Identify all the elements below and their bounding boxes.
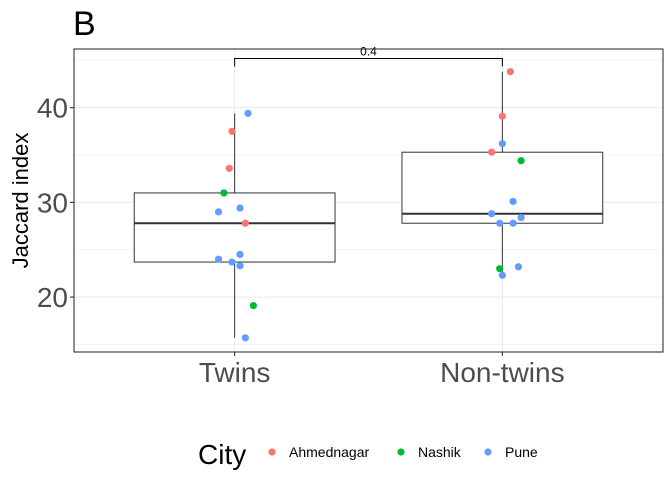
data-point [498, 140, 506, 148]
comparison-bracket: 0.4 [234, 44, 503, 67]
y-axis: 20 30 40 [37, 93, 74, 313]
comparison-label: 0.4 [360, 44, 377, 58]
plot-panel: 0.4 [73, 44, 664, 353]
legend-label: Pune [505, 444, 538, 460]
data-point [228, 258, 236, 266]
legend-key [268, 448, 276, 456]
legend-key [397, 448, 405, 456]
data-point [488, 210, 496, 218]
x-tick-label: Non-twins [440, 357, 564, 388]
data-point [514, 263, 523, 271]
data-point [214, 255, 223, 263]
data-point [509, 219, 517, 227]
y-tick-label: 20 [37, 282, 68, 313]
point-group [214, 68, 525, 342]
data-point [228, 127, 236, 135]
box-non-twins [401, 71, 604, 276]
data-point [241, 219, 249, 227]
data-point [496, 219, 504, 227]
data-point [488, 148, 496, 156]
data-point [225, 164, 233, 172]
x-axis: Twins Non-twins [199, 352, 565, 388]
box-group [133, 71, 604, 338]
legend-label: Ahmednagar [289, 444, 370, 460]
box-iqr [401, 151, 604, 224]
data-point [241, 334, 249, 342]
data-point [236, 250, 244, 259]
legend: City Ahmednagar Nashik Pune [198, 439, 538, 470]
data-point [506, 68, 514, 76]
box-iqr [133, 192, 336, 263]
legend-title: City [198, 439, 246, 470]
comparison-line [234, 57, 503, 67]
y-axis-title: Jaccard index [8, 133, 33, 269]
legend-key [484, 448, 492, 456]
y-tick-label: 40 [37, 93, 68, 124]
data-point [220, 189, 228, 197]
data-point [517, 157, 525, 165]
data-point [498, 271, 506, 279]
data-point [244, 109, 252, 117]
data-point [517, 213, 525, 222]
data-point [498, 112, 506, 120]
data-point [509, 197, 517, 206]
panel-label: B [73, 5, 96, 43]
data-point [249, 302, 257, 310]
data-point [496, 265, 504, 273]
x-tick-label: Twins [199, 357, 271, 388]
plot-panel-border [73, 48, 664, 353]
legend-label: Nashik [418, 444, 462, 460]
data-point [236, 204, 244, 212]
data-point [236, 262, 244, 270]
y-tick-label: 30 [37, 187, 68, 218]
data-point [214, 208, 223, 216]
box-twins [133, 113, 336, 338]
